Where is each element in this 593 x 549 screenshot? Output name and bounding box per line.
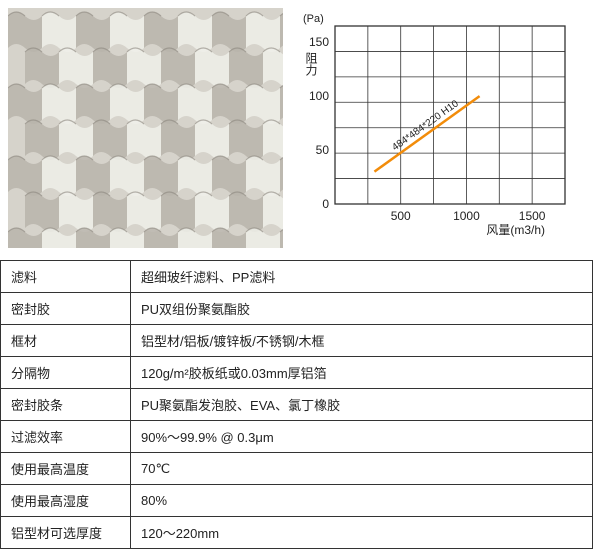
- spec-label: 密封胶条: [1, 389, 131, 421]
- svg-text:0: 0: [322, 197, 329, 211]
- table-row: 密封胶条PU聚氨酯发泡胶、EVA、氯丁橡胶: [1, 389, 593, 421]
- table-row: 密封胶PU双组份聚氨酯胶: [1, 293, 593, 325]
- spec-value: 90%～99.9% @ 0.3μm: [131, 421, 593, 453]
- filter-material-photo: [8, 8, 283, 248]
- spec-value: 80%: [131, 485, 593, 517]
- svg-text:风量(m3/h): 风量(m3/h): [486, 223, 545, 237]
- spec-label: 框材: [1, 325, 131, 357]
- spec-value: 70℃: [131, 453, 593, 485]
- svg-text:阻力: 阻力: [304, 52, 318, 77]
- table-row: 铝型材可选厚度120～220mm: [1, 517, 593, 549]
- table-row: 框材铝型材/铝板/镀锌板/不锈钢/木框: [1, 325, 593, 357]
- spec-label: 密封胶: [1, 293, 131, 325]
- table-row: 使用最高湿度80%: [1, 485, 593, 517]
- pressure-flow-chart: 05010015050010001500(Pa)阻力风量(m3/h)484*48…: [293, 8, 583, 248]
- table-row: 使用最高温度70℃: [1, 453, 593, 485]
- svg-text:150: 150: [309, 35, 329, 49]
- spec-label: 滤料: [1, 261, 131, 293]
- spec-value: 120～220mm: [131, 517, 593, 549]
- svg-text:1000: 1000: [453, 209, 480, 223]
- spec-value: PU双组份聚氨酯胶: [131, 293, 593, 325]
- spec-label: 使用最高湿度: [1, 485, 131, 517]
- svg-text:500: 500: [391, 209, 411, 223]
- spec-label: 使用最高温度: [1, 453, 131, 485]
- spec-value: 120g/m²胶板纸或0.03mm厚铝箔: [131, 357, 593, 389]
- spec-value: PU聚氨酯发泡胶、EVA、氯丁橡胶: [131, 389, 593, 421]
- svg-text:(Pa): (Pa): [303, 13, 324, 25]
- spec-value: 铝型材/铝板/镀锌板/不锈钢/木框: [131, 325, 593, 357]
- svg-text:100: 100: [309, 89, 329, 103]
- table-row: 滤料超细玻纤滤料、PP滤料: [1, 261, 593, 293]
- spec-label: 分隔物: [1, 357, 131, 389]
- specification-table: 滤料超细玻纤滤料、PP滤料密封胶PU双组份聚氨酯胶框材铝型材/铝板/镀锌板/不锈…: [0, 260, 593, 549]
- spec-label: 过滤效率: [1, 421, 131, 453]
- table-row: 过滤效率90%～99.9% @ 0.3μm: [1, 421, 593, 453]
- svg-text:50: 50: [316, 143, 330, 157]
- table-row: 分隔物120g/m²胶板纸或0.03mm厚铝箔: [1, 357, 593, 389]
- spec-value: 超细玻纤滤料、PP滤料: [131, 261, 593, 293]
- spec-label: 铝型材可选厚度: [1, 517, 131, 549]
- svg-text:1500: 1500: [519, 209, 546, 223]
